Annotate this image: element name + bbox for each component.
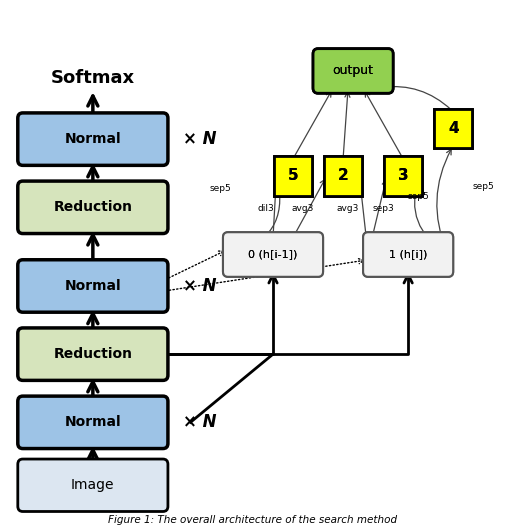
FancyBboxPatch shape bbox=[363, 232, 452, 277]
Text: 2: 2 bbox=[337, 169, 348, 183]
Text: 1 (h[i]): 1 (h[i]) bbox=[388, 250, 427, 260]
FancyBboxPatch shape bbox=[18, 459, 168, 511]
FancyBboxPatch shape bbox=[274, 156, 311, 196]
FancyBboxPatch shape bbox=[384, 156, 421, 196]
FancyBboxPatch shape bbox=[223, 232, 322, 277]
FancyBboxPatch shape bbox=[313, 49, 392, 93]
Text: 5: 5 bbox=[287, 169, 298, 183]
Text: × N: × N bbox=[183, 413, 216, 431]
Text: 1 (h[i]): 1 (h[i]) bbox=[388, 250, 427, 260]
Text: 0 (h[i-1]): 0 (h[i-1]) bbox=[248, 250, 297, 260]
FancyBboxPatch shape bbox=[324, 156, 361, 196]
Text: 4: 4 bbox=[447, 121, 458, 136]
Text: avg3: avg3 bbox=[336, 205, 359, 214]
Text: output: output bbox=[332, 65, 373, 77]
Text: sep5: sep5 bbox=[209, 184, 231, 193]
Text: × N: × N bbox=[183, 130, 216, 148]
Text: 4: 4 bbox=[447, 121, 458, 136]
Text: avg3: avg3 bbox=[291, 205, 314, 214]
Text: 2: 2 bbox=[337, 169, 348, 183]
Text: × N: × N bbox=[183, 277, 216, 295]
FancyBboxPatch shape bbox=[324, 156, 361, 196]
Text: dil3: dil3 bbox=[257, 205, 273, 214]
FancyBboxPatch shape bbox=[434, 109, 471, 148]
FancyBboxPatch shape bbox=[274, 156, 311, 196]
Text: output: output bbox=[332, 65, 373, 77]
Text: Normal: Normal bbox=[65, 279, 121, 293]
Text: Reduction: Reduction bbox=[53, 347, 132, 361]
FancyBboxPatch shape bbox=[313, 49, 392, 93]
Text: Image: Image bbox=[71, 478, 114, 492]
FancyBboxPatch shape bbox=[434, 109, 471, 148]
Text: 3: 3 bbox=[397, 169, 408, 183]
Text: 5: 5 bbox=[287, 169, 298, 183]
Text: Figure 1: The overall architecture of the search method: Figure 1: The overall architecture of th… bbox=[108, 515, 397, 525]
FancyBboxPatch shape bbox=[384, 156, 421, 196]
Text: 3: 3 bbox=[397, 169, 408, 183]
FancyBboxPatch shape bbox=[18, 396, 168, 448]
FancyBboxPatch shape bbox=[363, 232, 452, 277]
Text: sep5: sep5 bbox=[471, 182, 493, 191]
Text: Reduction: Reduction bbox=[53, 200, 132, 214]
Text: sep3: sep3 bbox=[372, 205, 393, 214]
Text: Normal: Normal bbox=[65, 132, 121, 146]
Text: Normal: Normal bbox=[65, 416, 121, 429]
FancyBboxPatch shape bbox=[18, 113, 168, 165]
FancyBboxPatch shape bbox=[18, 328, 168, 381]
FancyBboxPatch shape bbox=[18, 260, 168, 312]
Text: 0 (h[i-1]): 0 (h[i-1]) bbox=[248, 250, 297, 260]
FancyBboxPatch shape bbox=[18, 181, 168, 234]
Text: Softmax: Softmax bbox=[50, 69, 135, 87]
Text: sep5: sep5 bbox=[407, 192, 428, 201]
FancyBboxPatch shape bbox=[223, 232, 322, 277]
